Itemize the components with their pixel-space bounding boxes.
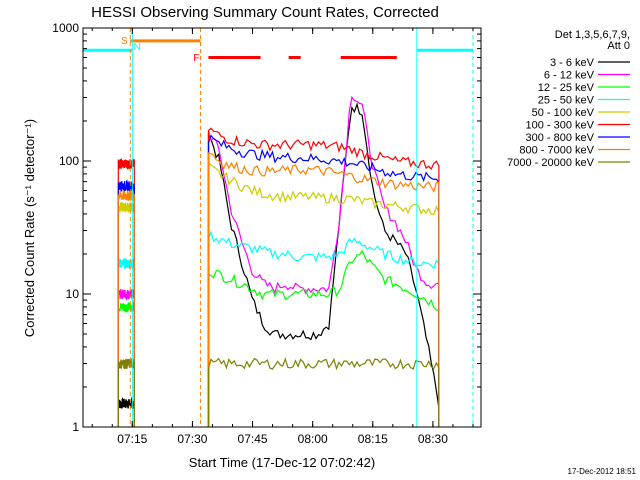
x-tick-label: 08:30 <box>418 432 448 446</box>
y-tick-label: 1 <box>72 420 79 434</box>
series-12-25kev <box>117 249 440 427</box>
series-25-50kev <box>117 230 440 427</box>
series-3-6kev <box>117 102 440 427</box>
legend-label: 100 - 300 keV <box>526 120 595 132</box>
x-tick-label: 07:15 <box>117 432 147 446</box>
marker-label-s: S <box>121 36 128 47</box>
legend-label: 50 - 100 keV <box>532 107 595 119</box>
legend-label: 3 - 6 keV <box>550 57 595 69</box>
plot-frame <box>82 27 482 428</box>
legend-subtitle: Att 0 <box>607 40 630 52</box>
x-tick-label: 08:15 <box>358 432 388 446</box>
series-800-7000kev <box>117 152 440 427</box>
series-100-300kev <box>117 127 440 427</box>
legend-title: Det 1,3,5,6,7,9, <box>555 29 630 41</box>
legend-label: 300 - 800 keV <box>526 132 595 144</box>
chart-title: HESSI Observing Summary Count Rates, Cor… <box>91 4 439 21</box>
y-tick-label: 100 <box>59 154 79 168</box>
marker-label-n: N <box>134 42 141 53</box>
legend-label: 7000 - 20000 keV <box>507 157 595 169</box>
series-6-12kev <box>117 95 440 427</box>
legend-label: 6 - 12 keV <box>544 70 595 82</box>
series-7000-20000kev <box>117 357 440 427</box>
marker-label-f: F <box>193 53 199 64</box>
x-tick-label: 07:30 <box>177 432 207 446</box>
legend-label: 12 - 25 keV <box>538 82 595 94</box>
series-300-800kev <box>117 134 440 427</box>
x-tick-label: 07:45 <box>238 432 268 446</box>
legend-label: 800 - 7000 keV <box>519 145 594 157</box>
legend-label: 25 - 50 keV <box>538 95 595 107</box>
y-axis-label: Corrected Count Rate (s⁻¹ detector⁻¹) <box>22 119 37 337</box>
x-axis-label: Start Time (17-Dec-12 07:02:42) <box>189 455 375 470</box>
y-tick-label: 10 <box>66 287 80 301</box>
series-50-100kev <box>117 161 440 427</box>
y-tick-label: 1000 <box>52 21 79 35</box>
timestamp: 17-Dec-2012 18:51 <box>568 467 637 476</box>
plot-area: SN F <box>83 28 474 427</box>
x-tick-label: 08:00 <box>298 432 328 446</box>
